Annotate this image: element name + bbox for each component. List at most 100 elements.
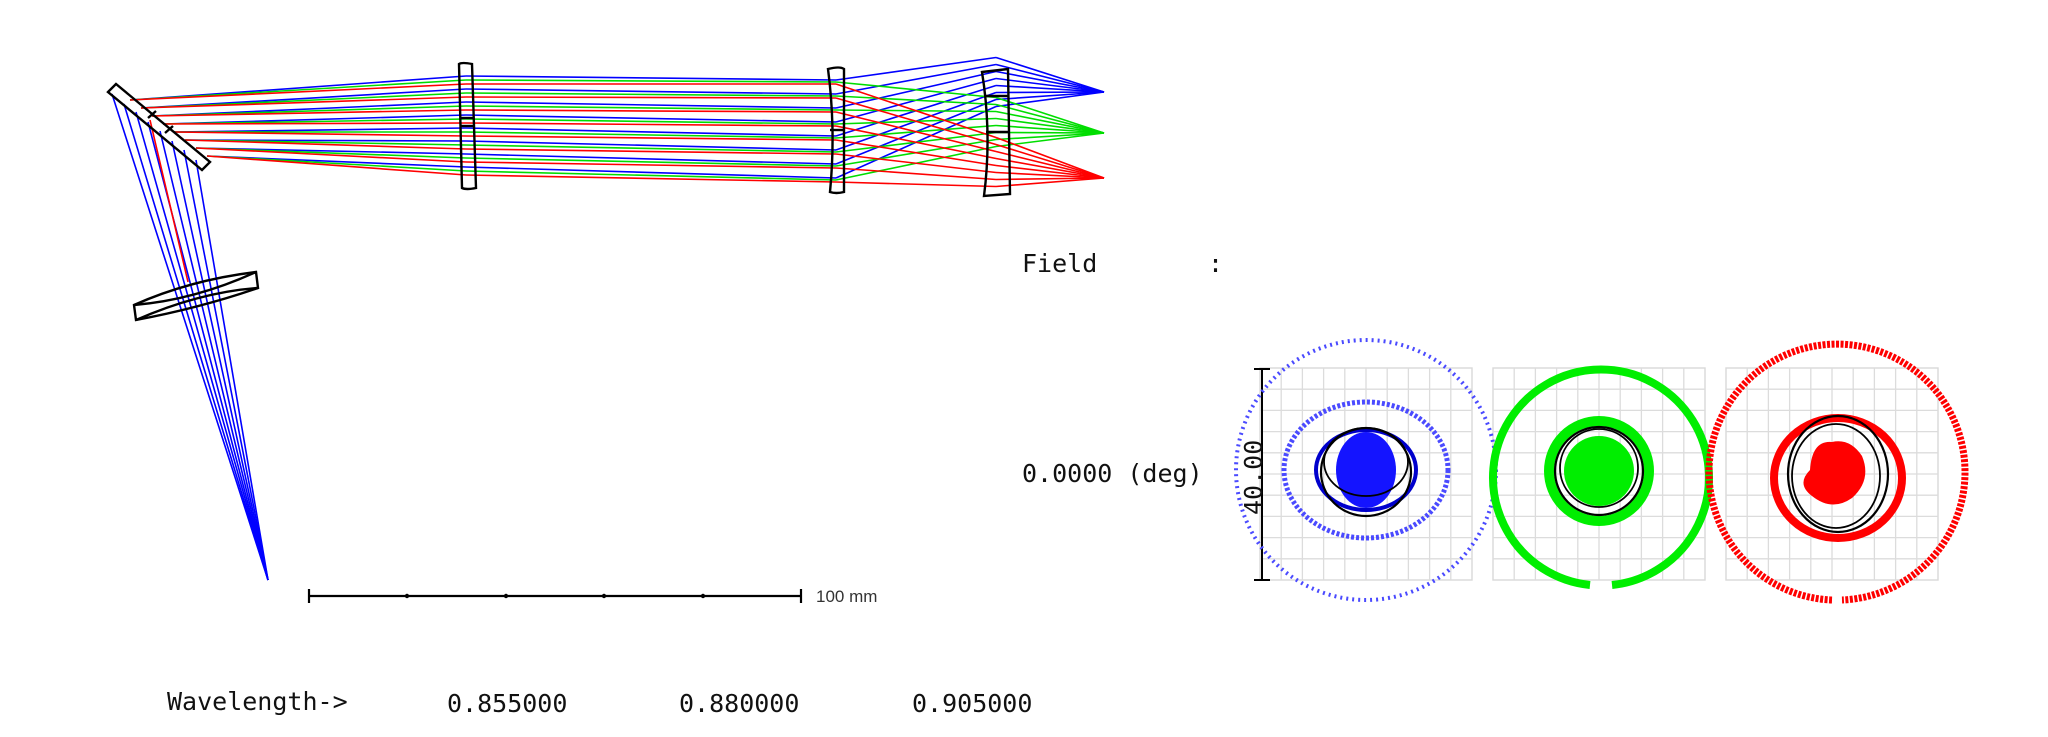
- ray: [835, 97, 997, 146]
- wavelength-value-1: 0.855000: [447, 689, 567, 718]
- field-label: Field: [1022, 249, 1097, 278]
- ray: [123, 103, 269, 581]
- ray: [465, 148, 837, 155]
- ray: [995, 150, 1105, 179]
- field-separator: :: [1208, 249, 1223, 278]
- ray: [465, 75, 837, 81]
- spot-red: [1705, 340, 1969, 604]
- spot-scale-bracket: [1254, 368, 1270, 581]
- ray: [995, 103, 1105, 134]
- green-middle-ring: [1544, 416, 1654, 526]
- ray: [173, 131, 467, 137]
- ray: [465, 161, 837, 169]
- ray: [995, 177, 1105, 181]
- ray: [995, 136, 1105, 179]
- ray: [206, 155, 467, 176]
- ray: [835, 181, 997, 188]
- green-outer-ring: [1489, 365, 1713, 589]
- ray: [995, 124, 1105, 134]
- ray: [995, 164, 1105, 179]
- blue-inner-ring: [1314, 428, 1418, 512]
- ray: [835, 125, 997, 160]
- ray: [835, 139, 997, 167]
- ray: [995, 143, 1105, 179]
- lower-lens: [132, 270, 260, 322]
- ray: [465, 96, 837, 99]
- ray: [995, 56, 1105, 93]
- ray: [835, 56, 997, 81]
- ray: [465, 127, 837, 137]
- lens-1: [457, 61, 478, 191]
- spot-blue: [1234, 338, 1498, 602]
- ray: [995, 177, 1105, 188]
- wavelength-label: Wavelength->: [167, 687, 348, 716]
- wavelength-value-3: 0.905000: [912, 689, 1032, 718]
- ray: [835, 111, 997, 153]
- red-middle-ring: [1770, 414, 1906, 542]
- red-core: [1803, 441, 1866, 505]
- ray: [995, 77, 1105, 93]
- scale-bar: [307, 589, 803, 603]
- ray: [135, 111, 269, 581]
- ray: [111, 93, 269, 581]
- ray: [465, 88, 837, 95]
- field-value: 0.0000 (deg): [1022, 459, 1203, 488]
- ray: [835, 167, 997, 181]
- ray: [835, 63, 997, 95]
- ray: [995, 131, 1105, 134]
- ray: [835, 83, 997, 139]
- ray: [835, 95, 997, 106]
- lens-3: [980, 67, 1012, 198]
- blue-core: [1336, 432, 1396, 508]
- ray: [995, 96, 1105, 134]
- lens-2: [826, 66, 846, 195]
- ray: [149, 119, 189, 283]
- ray: [183, 149, 269, 581]
- ray: [465, 170, 837, 181]
- spot-green: [1489, 365, 1713, 589]
- ray: [835, 81, 997, 99]
- ray: [195, 159, 269, 581]
- ray: [995, 91, 1105, 108]
- green-core: [1564, 436, 1634, 506]
- ray: [995, 157, 1105, 179]
- red-outer-ring: [1705, 340, 1969, 604]
- ray: [995, 132, 1105, 148]
- lower-ray-fan: [111, 93, 269, 581]
- ray: [465, 92, 837, 97]
- upper-ray-fan: [129, 56, 1105, 188]
- red-airy-disk: [1786, 414, 1890, 534]
- ray: [465, 174, 837, 183]
- ray: [995, 70, 1105, 93]
- ray: [465, 140, 837, 151]
- ray: [159, 130, 269, 581]
- ray: [465, 157, 837, 167]
- ray: [184, 139, 467, 150]
- ray: [129, 83, 467, 101]
- ray: [171, 140, 269, 581]
- scale-bar-label: 100 mm: [816, 587, 877, 606]
- ray: [140, 96, 467, 109]
- ray: [995, 84, 1105, 93]
- ray: [465, 101, 837, 109]
- ray: [162, 122, 467, 125]
- ray: [465, 79, 837, 83]
- ray: [465, 135, 837, 141]
- ray: [465, 109, 837, 113]
- ray: [995, 63, 1105, 93]
- ray: [465, 105, 837, 111]
- blue-middle-ring: [1281, 399, 1451, 541]
- spot-scale-label: 40.00: [1239, 440, 1268, 515]
- ray: [995, 171, 1105, 179]
- ray: [465, 144, 837, 153]
- ray: [465, 114, 837, 123]
- ray: [995, 91, 1105, 101]
- ray: [151, 109, 467, 117]
- ray: [995, 91, 1105, 94]
- ray: [995, 117, 1105, 134]
- ray: [995, 132, 1105, 141]
- wavelength-value-2: 0.880000: [679, 689, 799, 718]
- ray: [465, 118, 837, 125]
- green-airy-disk: [1553, 425, 1645, 517]
